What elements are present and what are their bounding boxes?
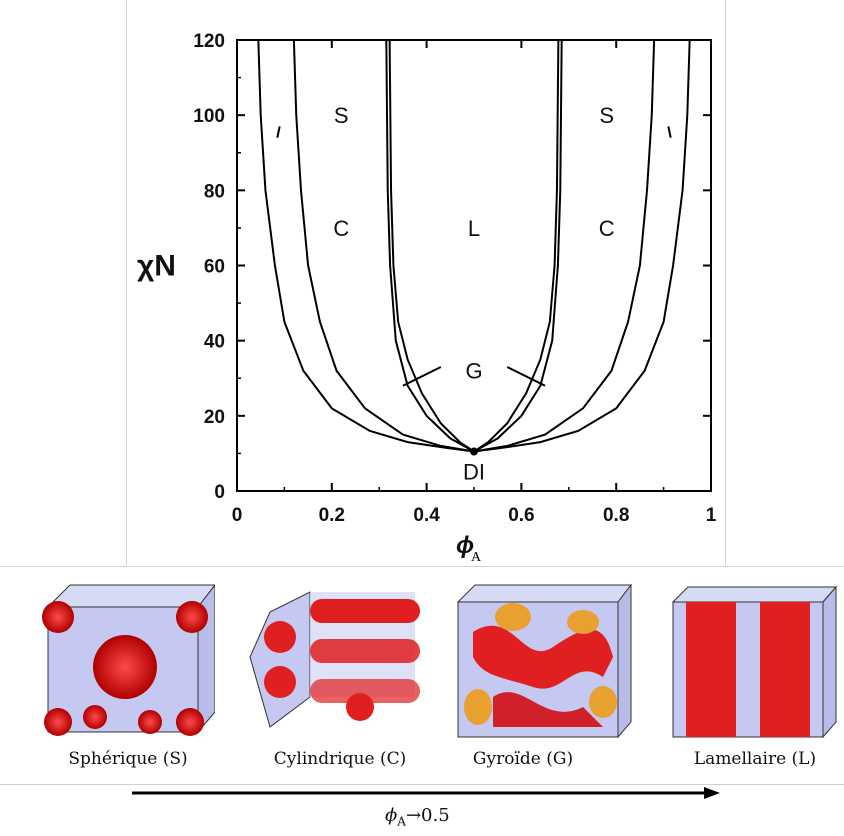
x-axis-subscript: A — [471, 550, 482, 565]
cylindrical-structure-image — [240, 577, 430, 746]
morphology-strip: Sphérique (S) Cylindrique (C) Gyroïde — [0, 566, 844, 835]
x-tick-label: 0.6 — [508, 505, 534, 526]
y-tick-label: 40 — [204, 332, 225, 353]
y-tick-label: 100 — [193, 106, 225, 127]
spherical-cube-icon — [42, 583, 217, 736]
phi-symbol: ϕ — [385, 805, 398, 826]
lamellar-label: Lamellaire (L) — [693, 749, 817, 769]
region-label-G: G — [465, 359, 482, 384]
y-axis-title: χN — [137, 250, 176, 283]
arrow-s-left — [276, 126, 281, 138]
phase-boundary-S-C — [292, 39, 656, 453]
region-label-C: C — [599, 216, 615, 241]
lamellar-structure-image — [668, 577, 838, 746]
gyroid-structure-image — [453, 577, 633, 746]
x-tick-label: 0 — [232, 505, 243, 526]
cylindrical-prism-icon — [249, 591, 420, 728]
region-label-L: L — [468, 216, 480, 241]
spherical-label: Sphérique (S) — [68, 749, 188, 769]
arrow-g-right — [506, 366, 546, 387]
spherical-structure-image — [40, 577, 217, 741]
phase-boundary-C-G — [385, 39, 563, 453]
y-tick-label: 120 — [193, 31, 225, 52]
arrow-target-value: →0.5 — [405, 805, 450, 826]
cylindrical-label: Cylindrique (C) — [273, 749, 407, 769]
composition-arrow-label: ϕA→0.5 — [385, 805, 450, 829]
region-label-S: S — [334, 103, 349, 128]
composition-arrow — [132, 787, 720, 799]
x-tick-label: 0.8 — [603, 505, 629, 526]
phase-boundary-dis-S — [257, 39, 691, 453]
gyroid-cube-icon — [456, 583, 633, 739]
phi-subscript: A — [397, 814, 406, 829]
arrow-g-left — [402, 366, 442, 387]
x-axis-title: ϕ — [456, 532, 474, 559]
lamellar-cube-icon — [671, 585, 838, 739]
critical-point-marker — [470, 447, 478, 456]
y-tick-label: 80 — [204, 181, 225, 202]
arrow-s-right — [667, 126, 672, 138]
x-tick-label: 0.2 — [319, 505, 345, 526]
y-tick-label: 60 — [204, 257, 225, 278]
phase-diagram-chart: 0 0.2 0.4 0.6 0.8 1 0 20 40 60 80 100 120 χN ϕA S S C L C G D… — [137, 31, 717, 565]
composition-arrow-box: ϕA→0.5 — [0, 784, 844, 836]
x-tick-label: 0.4 — [413, 505, 440, 526]
critical-point-label: DI — [463, 460, 485, 485]
region-label-S: S — [599, 103, 614, 128]
region-label-C: C — [333, 216, 349, 241]
gyroid-label: Gyroïde (G) — [472, 749, 574, 769]
y-tick-label: 20 — [204, 407, 225, 428]
y-tick-label: 0 — [214, 482, 225, 503]
phase-boundary-C-L — [388, 39, 560, 453]
phase-diagram-panel: 0 0.2 0.4 0.6 0.8 1 0 20 40 60 80 100 120 χN ϕ A S S C L C G D… — [126, 0, 726, 565]
x-tick-label: 1 — [706, 505, 717, 526]
